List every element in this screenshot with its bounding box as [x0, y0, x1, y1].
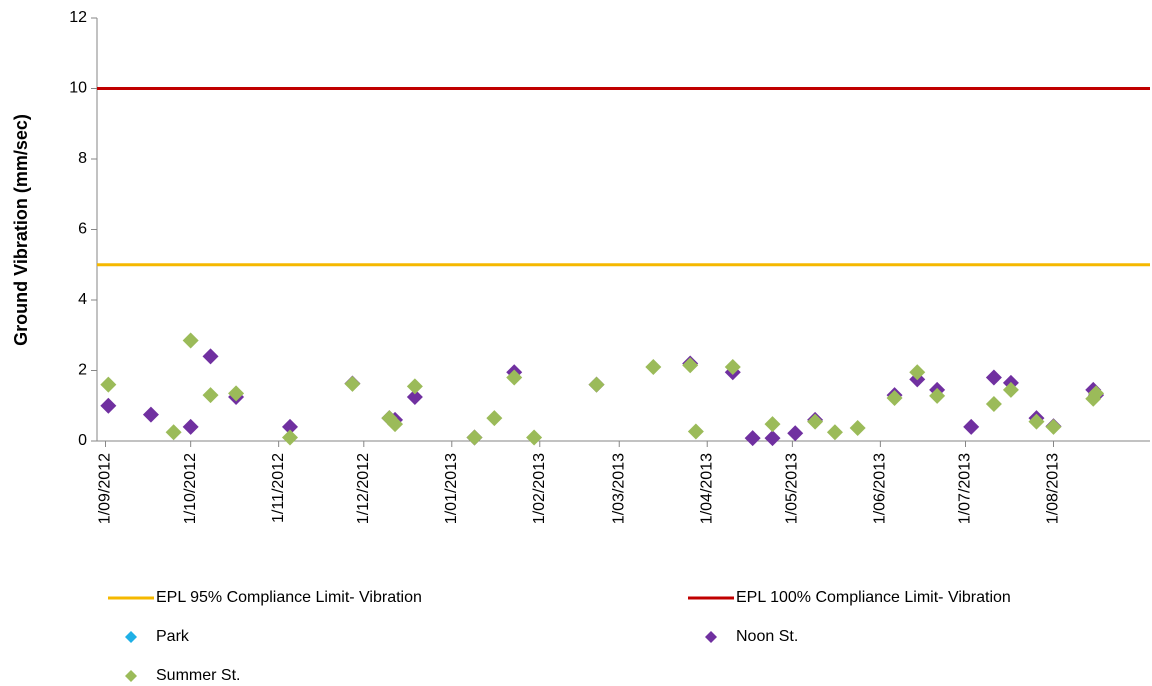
point: [406, 388, 423, 405]
x-tick-label: 1/08/2013: [1045, 453, 1062, 524]
point: [963, 418, 980, 435]
x-tick-label: 1/10/2012: [182, 453, 199, 524]
point: [985, 369, 1002, 386]
point: [764, 416, 781, 433]
y-tick-label: 10: [69, 80, 87, 97]
point: [787, 425, 804, 442]
point: [807, 413, 824, 430]
y-tick-label: 8: [78, 150, 87, 167]
point: [687, 423, 704, 440]
point: [202, 348, 219, 365]
x-tick-label: 1/06/2013: [872, 453, 889, 524]
point: [1045, 418, 1062, 435]
point: [1002, 381, 1019, 398]
y-tick-label: 2: [78, 362, 87, 379]
legend-label: Park: [156, 628, 190, 645]
point: [202, 387, 219, 404]
point: [909, 364, 926, 381]
point: [282, 418, 299, 435]
point: [929, 387, 946, 404]
y-tick-label: 4: [78, 291, 87, 308]
point: [724, 358, 741, 375]
x-tick-label: 1/03/2013: [610, 453, 627, 524]
point: [228, 385, 245, 402]
point: [486, 410, 503, 427]
x-tick-label: 1/07/2013: [957, 453, 974, 524]
point: [744, 430, 761, 447]
point: [100, 397, 117, 414]
point: [526, 429, 543, 446]
point: [588, 376, 605, 393]
point: [1088, 385, 1105, 402]
legend-swatch: [125, 670, 137, 682]
y-axis-title: Ground Vibration (mm/sec): [11, 114, 31, 346]
point: [506, 369, 523, 386]
y-tick-label: 0: [78, 432, 87, 449]
x-tick-label: 1/04/2013: [698, 453, 715, 524]
x-tick-label: 1/05/2013: [784, 453, 801, 524]
point: [182, 332, 199, 349]
point: [100, 376, 117, 393]
x-tick-label: 1/02/2013: [531, 453, 548, 524]
point: [165, 424, 182, 441]
legend-label: Noon St.: [736, 628, 798, 645]
point: [182, 418, 199, 435]
point: [466, 429, 483, 446]
x-tick-label: 1/01/2013: [443, 453, 460, 524]
x-tick-label: 1/12/2012: [355, 453, 372, 524]
point: [682, 357, 699, 374]
y-tick-label: 12: [69, 9, 87, 26]
legend-label: EPL 95% Compliance Limit- Vibration: [156, 589, 422, 606]
point: [344, 375, 361, 392]
point: [1028, 413, 1045, 430]
point: [142, 406, 159, 423]
point: [282, 429, 299, 446]
point: [886, 389, 903, 406]
point: [406, 378, 423, 395]
point: [849, 419, 866, 436]
legend-swatch: [125, 631, 137, 643]
legend-label: EPL 100% Compliance Limit- Vibration: [736, 589, 1011, 606]
x-tick-label: 1/09/2012: [97, 453, 114, 524]
point: [985, 395, 1002, 412]
point: [387, 416, 404, 433]
point: [764, 430, 781, 447]
legend-label: Summer St.: [156, 667, 240, 684]
legend-swatch: [705, 631, 717, 643]
point: [826, 424, 843, 441]
y-tick-label: 6: [78, 221, 87, 238]
point: [645, 358, 662, 375]
x-tick-label: 1/11/2012: [270, 453, 287, 523]
